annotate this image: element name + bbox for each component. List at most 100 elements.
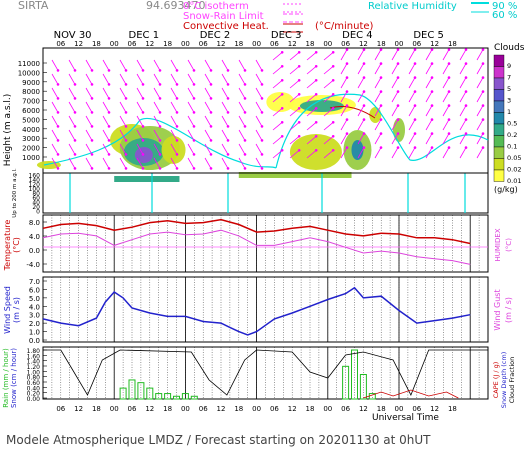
y-tick-label-low: 40 <box>32 200 40 207</box>
wind-arrow <box>68 87 76 99</box>
rain-bar <box>181 393 189 400</box>
wind-arrow <box>51 87 59 99</box>
wind-arrow-head <box>243 125 247 128</box>
x-axis-label: Universal Time <box>372 413 439 423</box>
wind-arrow-head <box>362 48 366 51</box>
wind-arrow-head <box>396 62 400 65</box>
wind-arrow-head <box>430 118 434 121</box>
wind-arrow <box>85 129 93 141</box>
wind-arrow-head <box>331 64 335 68</box>
wind-arrow <box>119 129 127 141</box>
wind-arrow <box>238 59 246 71</box>
wind-arrow-head <box>141 83 145 86</box>
wind-arrow-head <box>447 76 451 79</box>
wind-arrow-head <box>209 97 213 100</box>
y-tick-label: 9000 <box>22 79 40 87</box>
wind-arrow-head <box>430 90 434 93</box>
wind-arrow <box>459 147 467 159</box>
wind-arrow-head <box>124 97 128 100</box>
hour-tick-label: 18 <box>448 40 457 48</box>
wind-arrow <box>289 79 300 89</box>
wind-arrow-head <box>90 97 94 100</box>
wind-arrow <box>425 105 433 117</box>
wind-arrow <box>187 73 195 85</box>
wind-arrow <box>187 129 195 141</box>
wind-arrow-head <box>481 76 485 79</box>
wind-arrow-head <box>124 125 128 128</box>
wind-arrow-head <box>209 83 213 86</box>
wind-arrow-head <box>345 104 349 107</box>
wind-arrow-head <box>226 125 230 128</box>
wind-arrow-head <box>73 167 77 170</box>
wind-arrow-head <box>447 118 451 121</box>
wind-arrow <box>85 73 93 85</box>
wind-arrow <box>391 119 399 131</box>
hour-tick-label: 06 <box>56 40 65 48</box>
wind-arrow <box>391 77 399 89</box>
wind-arrow <box>68 115 76 127</box>
wind-arrow-head <box>243 69 247 72</box>
wind-arrow <box>238 129 246 141</box>
rh-contour <box>69 173 466 213</box>
wind-arrow <box>289 65 300 75</box>
wind-arrow-head <box>141 167 145 170</box>
legend-level: 5 <box>507 85 511 93</box>
wind-arrow-head <box>464 118 468 121</box>
cloud-blob <box>351 140 364 160</box>
rain-bar <box>146 387 154 400</box>
legend-level: 7 <box>507 74 511 82</box>
wind-arrow-head <box>90 167 94 170</box>
wind-arrow <box>442 119 450 131</box>
y-tick-label-low: 0 <box>36 209 40 216</box>
legend-level: 1 <box>507 108 511 116</box>
wind-arrow-head <box>331 148 335 152</box>
wind-arrow <box>170 143 178 155</box>
wind-arrow-head <box>413 118 417 121</box>
legend-swatch <box>493 146 505 159</box>
wind-arrow <box>136 143 144 155</box>
wind-arrow <box>374 77 382 89</box>
wind-ylabel: Wind Speed <box>3 286 12 334</box>
wind-arrow <box>255 157 263 169</box>
wind-arrow-head <box>192 69 196 72</box>
wind-arrow-head <box>379 48 383 51</box>
convective-unit: (°C/minute) <box>315 21 374 32</box>
wind-arrow <box>306 79 317 89</box>
wind-arrow <box>408 63 416 75</box>
wind-arrow <box>408 105 416 117</box>
wind-arrow <box>425 119 433 131</box>
wind-arrow-head <box>226 69 230 72</box>
wind-arrow-head <box>362 118 366 121</box>
wind-arrow <box>221 115 229 127</box>
wind-arrow <box>442 91 450 103</box>
wind-arrow <box>153 101 161 113</box>
wind-arrow <box>51 129 59 141</box>
wind-arrow-head <box>345 146 349 149</box>
wind-arrow <box>323 107 334 117</box>
wind-arrow-head <box>158 125 162 128</box>
cloud-legend: 9 7 5 3 1 0.5 0.2 0.1 0.05 0.02 0.01 <box>493 54 521 185</box>
wind-arrow-head <box>226 139 230 142</box>
wind-arrow <box>170 101 178 113</box>
wind-arrow <box>187 157 195 169</box>
wind-arrow-head <box>314 78 318 82</box>
wind-arrow <box>425 91 433 103</box>
y-tick-label: 5000 <box>22 116 40 124</box>
hour-tick-label: 12 <box>430 40 439 48</box>
wind-arrow <box>272 121 283 131</box>
wind-arrow <box>136 115 144 127</box>
day-label: NOV 30 <box>54 30 92 41</box>
wind-arrow-head <box>396 76 400 79</box>
wind-arrow <box>340 91 348 103</box>
cloud-yticks: 1100010000900080007000600050004000300020… <box>18 60 47 216</box>
hour-tick-label: 12 <box>288 405 297 413</box>
isotherm-label: 0°C isotherm <box>183 1 249 12</box>
y-tick-label: 5.0 <box>29 295 40 303</box>
wind-arrow-head <box>56 125 60 128</box>
wind-arrow <box>459 63 467 75</box>
wind-arrow-head <box>447 104 451 107</box>
wind-arrow-head <box>158 97 162 100</box>
wind-arrow-head <box>297 148 301 152</box>
wind-arrow-head <box>260 83 264 86</box>
wind-arrow-head <box>314 106 318 110</box>
